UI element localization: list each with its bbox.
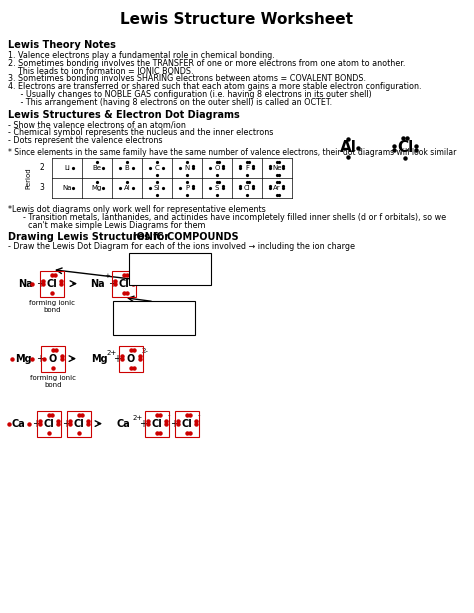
Text: with a closed shell: with a closed shell	[123, 321, 185, 327]
Bar	[41, 346, 65, 371]
Text: +: +	[170, 419, 178, 428]
Text: Lewis Theory Notes: Lewis Theory Notes	[8, 40, 116, 50]
Text: O: O	[127, 354, 135, 364]
Text: Na: Na	[62, 185, 72, 191]
Text: +: +	[108, 278, 116, 289]
Text: Mg: Mg	[92, 185, 102, 191]
Bar	[67, 411, 91, 436]
Text: Cl: Cl	[182, 419, 192, 428]
Bar	[145, 411, 169, 436]
Text: C: C	[155, 165, 159, 171]
Text: -: -	[168, 413, 171, 419]
Text: 3. Sometimes bonding involves SHARING electrons between atoms = COVALENT BONDS.: 3. Sometimes bonding involves SHARING el…	[8, 74, 366, 83]
Text: +: +	[104, 273, 110, 278]
Text: +: +	[113, 354, 121, 364]
Text: +: +	[32, 419, 40, 428]
Text: Cl: Cl	[46, 278, 57, 289]
Text: Cl: Cl	[244, 185, 250, 191]
Text: Li: Li	[64, 165, 70, 171]
Text: - Chemical symbol represents the nucleus and the inner electrons: - Chemical symbol represents the nucleus…	[8, 128, 273, 137]
Text: - Draw the Lewis Dot Diagram for each of the ions involved → including the ion c: - Draw the Lewis Dot Diagram for each of…	[8, 242, 355, 251]
Text: 2+: 2+	[133, 414, 143, 421]
Bar	[175, 411, 199, 436]
Text: 2: 2	[40, 164, 45, 172]
Text: This leads to ion formation = IONIC BONDS.: This leads to ion formation = IONIC BOND…	[8, 67, 193, 75]
Text: P: P	[185, 185, 189, 191]
Text: Cl: Cl	[73, 419, 84, 428]
Bar	[40, 270, 64, 297]
Text: Lewis Structures & Electron Dot Diagrams: Lewis Structures & Electron Dot Diagrams	[8, 110, 240, 120]
FancyBboxPatch shape	[113, 300, 195, 335]
Text: electron, leaving it: electron, leaving it	[139, 265, 201, 270]
Text: -: -	[135, 273, 137, 278]
Text: - Dots represent the valence electrons: - Dots represent the valence electrons	[8, 136, 163, 145]
Bar	[37, 411, 61, 436]
Text: S: S	[215, 185, 219, 191]
Text: with a closed shell: with a closed shell	[139, 273, 201, 278]
Text: Mg: Mg	[91, 354, 108, 364]
Bar	[119, 346, 143, 371]
Text: +: +	[62, 419, 70, 428]
Text: forming ionic: forming ionic	[29, 300, 75, 306]
Text: - Transition metals, lanthanides, and actinides have incompletely filled inner s: - Transition metals, lanthanides, and ac…	[8, 213, 446, 222]
Text: sodium contributes: sodium contributes	[138, 257, 202, 262]
Text: Be: Be	[92, 165, 101, 171]
Text: 1. Valence electrons play a fundamental role in chemical bonding.: 1. Valence electrons play a fundamental …	[8, 51, 275, 60]
Text: F: F	[245, 165, 249, 171]
Text: Ne: Ne	[272, 165, 282, 171]
FancyBboxPatch shape	[129, 253, 211, 284]
Text: Na: Na	[18, 278, 33, 289]
Text: 3: 3	[39, 183, 45, 192]
Text: 4. Electrons are transferred or shared such that each atom gains a more stable e: 4. Electrons are transferred or shared s…	[8, 82, 421, 91]
Text: bond: bond	[43, 306, 61, 313]
Text: Cl: Cl	[397, 140, 413, 156]
Text: bond: bond	[44, 382, 62, 387]
Text: Ar: Ar	[273, 185, 281, 191]
Text: Cl: Cl	[152, 419, 163, 428]
Text: 2+: 2+	[107, 349, 117, 356]
Text: - Usually changes to NOBLE GAS configuration (i.e. having 8 electrons in its out: - Usually changes to NOBLE GAS configura…	[8, 90, 372, 99]
Text: +: +	[139, 419, 147, 428]
Text: Al: Al	[124, 185, 130, 191]
Text: +: +	[36, 278, 44, 289]
Text: 2-: 2-	[142, 348, 149, 354]
Text: Na: Na	[90, 278, 105, 289]
Text: O: O	[49, 354, 57, 364]
Text: O: O	[214, 165, 219, 171]
Text: Mg: Mg	[15, 354, 32, 364]
Text: electron, leaving it: electron, leaving it	[123, 313, 185, 319]
Bar	[112, 270, 136, 297]
Text: Lewis Structure Worksheet: Lewis Structure Worksheet	[120, 12, 354, 27]
Text: N: N	[184, 165, 190, 171]
Text: Period: Period	[25, 167, 31, 189]
Text: *Lewis dot diagrams only work well for representative elements: *Lewis dot diagrams only work well for r…	[8, 205, 266, 214]
Text: -: -	[198, 413, 201, 419]
Text: Ca: Ca	[117, 419, 131, 428]
Text: - This arrangement (having 8 electrons on the outer shell) is called an OCTET.: - This arrangement (having 8 electrons o…	[8, 98, 332, 107]
Text: - Show the valence electrons of an atom/ion: - Show the valence electrons of an atom/…	[8, 121, 186, 129]
Text: * Since elements in the same family have the same number of valence electrons, t: * Since elements in the same family have…	[8, 148, 456, 157]
Text: chlorine gains: chlorine gains	[130, 305, 177, 311]
Text: B: B	[125, 165, 129, 171]
Text: Ca: Ca	[12, 419, 26, 428]
Text: can't make simple Lewis Diagrams for them: can't make simple Lewis Diagrams for the…	[8, 221, 206, 230]
Text: Cl: Cl	[118, 278, 129, 289]
Text: Al: Al	[339, 140, 356, 156]
Text: forming ionic: forming ionic	[30, 375, 76, 381]
Text: 2. Sometimes bonding involves the TRANSFER of one or more electrons from one ato: 2. Sometimes bonding involves the TRANSF…	[8, 59, 405, 68]
Text: IONIC COMPOUNDS: IONIC COMPOUNDS	[133, 232, 238, 242]
Text: Si: Si	[154, 185, 160, 191]
Text: +: +	[36, 354, 44, 364]
Text: Drawing Lewis Structures for: Drawing Lewis Structures for	[8, 232, 173, 242]
Text: Cl: Cl	[44, 419, 55, 428]
